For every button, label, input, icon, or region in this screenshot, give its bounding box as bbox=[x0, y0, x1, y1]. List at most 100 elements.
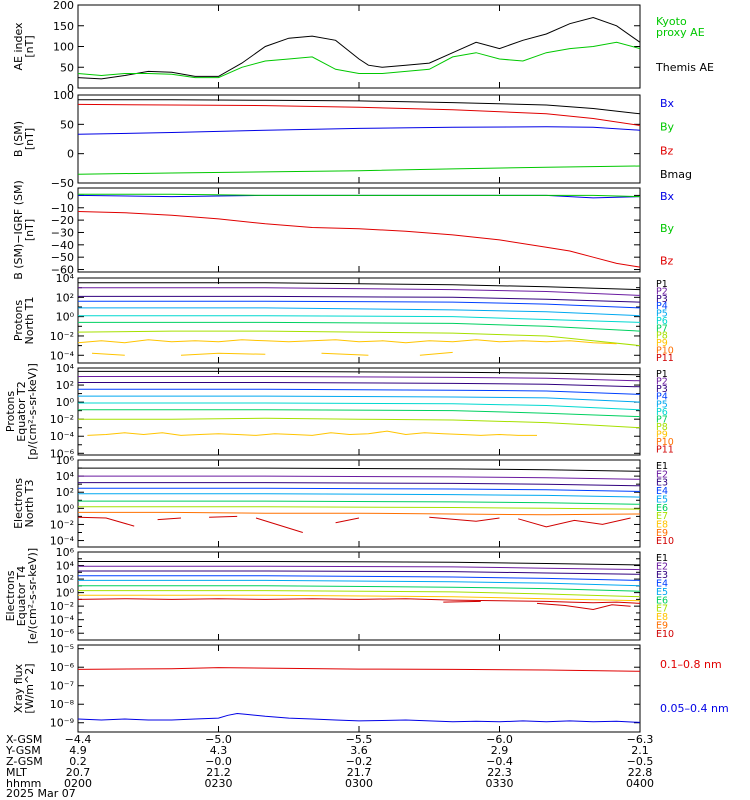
y-tick-label: 10⁻⁴ bbox=[50, 614, 75, 627]
ephemeris-row-label: MLT bbox=[6, 766, 27, 779]
legend-entry: P9 bbox=[656, 430, 668, 441]
y-tick-label: 10⁻⁶ bbox=[50, 447, 75, 460]
y-axis-label: Equator T4 bbox=[15, 566, 28, 626]
y-axis-label: [nT] bbox=[23, 219, 36, 241]
legend-entry: P8 bbox=[656, 331, 668, 342]
series-p3 bbox=[78, 382, 641, 388]
series-bx bbox=[77, 126, 641, 135]
y-axis-label: Electrons bbox=[4, 570, 17, 621]
y-tick-label: 100 bbox=[53, 41, 74, 54]
series-e3 bbox=[78, 570, 641, 575]
y-tick-label: −10 bbox=[51, 202, 74, 215]
y-tick-label: 10⁻⁴ bbox=[50, 535, 75, 548]
legend-entry: P9 bbox=[656, 338, 668, 349]
legend-entry: E9 bbox=[656, 528, 668, 539]
legend-entry: P4 bbox=[656, 392, 668, 403]
legend-entry: P6 bbox=[656, 407, 668, 418]
legend-entry: P2 bbox=[656, 377, 668, 388]
series-p5 bbox=[78, 307, 641, 317]
legend-entry: P8 bbox=[656, 422, 668, 433]
series-bz bbox=[77, 211, 641, 268]
y-tick-label: 0 bbox=[67, 82, 74, 95]
legend-entry: P1 bbox=[656, 369, 668, 380]
legend-entry: E7 bbox=[656, 511, 668, 522]
ephemeris-row-label: X-GSM bbox=[6, 733, 42, 746]
legend-entry: Themis AE bbox=[655, 61, 714, 74]
y-axis-label: [e/(cm²-s-sr-keV)] bbox=[26, 548, 39, 644]
legend-entry: E8 bbox=[656, 519, 668, 530]
y-axis-label: Protons bbox=[4, 391, 17, 432]
y-tick-label: 10⁻⁹ bbox=[50, 717, 74, 730]
legend-entry: E10 bbox=[656, 536, 674, 547]
series-p8 bbox=[77, 330, 641, 347]
y-tick-label: 10⁶ bbox=[56, 454, 75, 467]
y-tick-label: 10⁻⁴ bbox=[50, 430, 75, 443]
series-e2 bbox=[78, 565, 641, 571]
series-e8 bbox=[78, 594, 641, 602]
legend-entry: E5 bbox=[656, 587, 668, 598]
legend-entry: E6 bbox=[656, 503, 668, 514]
series-p1 bbox=[78, 282, 641, 291]
series-kyoto-proxy-ae bbox=[77, 41, 641, 79]
y-tick-label: 10⁻⁶ bbox=[50, 661, 75, 674]
legend-entry: E4 bbox=[656, 486, 668, 497]
y-axis-label: B (SM) bbox=[12, 121, 25, 157]
panel-frame bbox=[77, 94, 641, 184]
legend-entry: Kyoto bbox=[656, 15, 687, 28]
series-e6 bbox=[78, 585, 641, 592]
series-p9 bbox=[77, 339, 617, 345]
series-e1 bbox=[78, 561, 641, 566]
ephemeris-value: −4.4 bbox=[65, 733, 92, 746]
series-e10 bbox=[443, 600, 631, 611]
y-tick-label: −50 bbox=[51, 177, 74, 190]
y-tick-label: 0 bbox=[67, 189, 74, 202]
series-0-05-0-4-nm bbox=[77, 712, 641, 723]
y-tick-label: 100 bbox=[53, 89, 74, 102]
y-tick-label: 50 bbox=[60, 61, 74, 74]
legend-entry: Bx bbox=[660, 190, 675, 203]
y-tick-label: −40 bbox=[51, 239, 74, 252]
legend-entry: E9 bbox=[656, 621, 668, 632]
ephemeris-value: 0.2 bbox=[69, 755, 87, 768]
y-tick-label: 10⁻⁴ bbox=[50, 349, 75, 362]
ephemeris-row-label: hhmm bbox=[6, 777, 41, 790]
legend-entry: P5 bbox=[656, 309, 668, 320]
y-axis-label: [p/(cm²-s-sr-keV)] bbox=[26, 363, 39, 460]
legend-entry: E5 bbox=[656, 494, 668, 505]
series-e4 bbox=[78, 487, 641, 492]
y-tick-label: −60 bbox=[51, 264, 74, 277]
series-bmag bbox=[78, 99, 641, 115]
y-tick-label: 10⁴ bbox=[56, 560, 75, 573]
legend-entry: P11 bbox=[656, 445, 674, 456]
y-tick-label: 10² bbox=[56, 379, 74, 392]
ephemeris-value: −5.5 bbox=[346, 733, 373, 746]
legend-entry: E10 bbox=[656, 629, 674, 640]
y-tick-label: −30 bbox=[51, 226, 74, 239]
series-by bbox=[77, 165, 641, 175]
series-p4 bbox=[78, 388, 641, 395]
series-p7 bbox=[78, 321, 641, 332]
legend-entry: E3 bbox=[656, 570, 668, 581]
y-tick-label: 0 bbox=[67, 148, 74, 161]
series-p6 bbox=[78, 315, 641, 323]
y-tick-label: 10⁻² bbox=[50, 330, 74, 343]
y-tick-label: −50 bbox=[51, 251, 74, 264]
legend-entry: P3 bbox=[656, 384, 668, 395]
legend-entry: proxy AE bbox=[656, 26, 705, 39]
y-tick-label: 10⁴ bbox=[56, 362, 75, 375]
ephemeris-value: 22.8 bbox=[628, 766, 653, 779]
ephemeris-value: 2.1 bbox=[631, 744, 649, 757]
series-e6 bbox=[78, 500, 641, 505]
series-e9 bbox=[77, 598, 641, 604]
y-tick-label: 10² bbox=[56, 486, 74, 499]
ephemeris-value: 0200 bbox=[64, 777, 92, 790]
panel-frame bbox=[77, 277, 641, 364]
y-tick-label: 10² bbox=[56, 291, 74, 304]
y-tick-label: 10⁻² bbox=[50, 413, 74, 426]
legend-entry: P10 bbox=[656, 345, 674, 356]
panel-bsm: 100 50 0 −50 B (SM)[nT] Bx By Bz Bmag bbox=[12, 89, 692, 190]
y-tick-label: 10⁻⁵ bbox=[50, 643, 74, 656]
legend-entry: P4 bbox=[656, 301, 668, 312]
